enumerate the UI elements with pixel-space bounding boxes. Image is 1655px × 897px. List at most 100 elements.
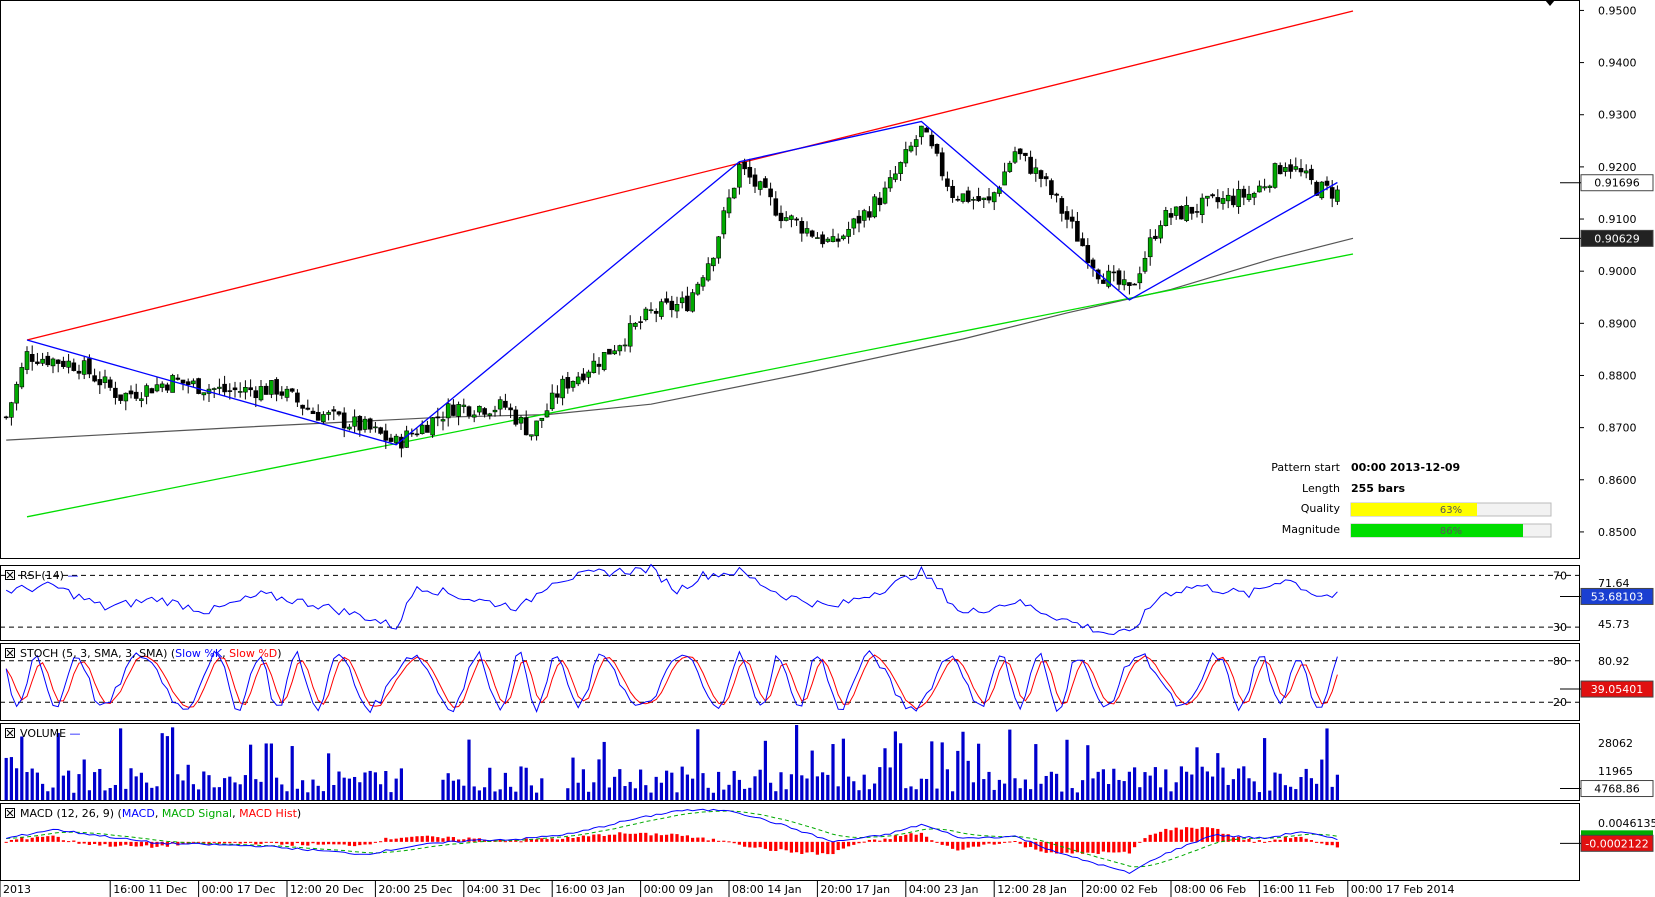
macd-hist-bar	[1003, 841, 1007, 843]
rsi-axis-label: 71.64	[1598, 577, 1630, 590]
volume-bar	[701, 773, 705, 800]
volume-bar	[1231, 779, 1235, 800]
candle-body	[1184, 205, 1189, 221]
volume-bar	[1008, 729, 1012, 800]
macd-hist-bar	[992, 841, 996, 845]
candle-body	[357, 415, 363, 431]
macd-hist-bar	[399, 837, 403, 842]
volume-bar	[316, 785, 320, 800]
candle-body	[243, 386, 248, 393]
macd-hist-bar	[592, 834, 596, 842]
candle-body	[279, 391, 285, 396]
time-label: 20:00 17 Jan	[820, 883, 890, 896]
candle-body	[92, 375, 97, 382]
macd-hist-bar	[67, 841, 71, 843]
candle-body	[893, 173, 898, 180]
rsi-plot-frame	[0, 565, 1580, 641]
volume-bar	[363, 772, 367, 800]
candle-body	[170, 375, 175, 393]
volume-bar	[644, 785, 648, 800]
volume-bar	[519, 766, 523, 800]
macd-hist-bar	[1221, 833, 1225, 842]
volume-bar	[1101, 769, 1105, 800]
macd-hist-bar	[535, 839, 539, 842]
volume-panel: 28062 11965 4768.86 VOLUME —	[0, 723, 1654, 801]
pattern-start-label: Pattern start	[1271, 461, 1340, 474]
candle-body	[295, 392, 300, 403]
macd-hist-bar	[295, 841, 299, 844]
volume-bar	[847, 776, 851, 800]
candle-body	[1210, 194, 1215, 197]
stoch-plot-frame	[0, 643, 1580, 721]
macd-hist-bar	[269, 841, 273, 843]
volume-bar	[20, 736, 24, 800]
candle-body	[1054, 193, 1059, 196]
macd-hist-bar	[425, 835, 429, 842]
volume-bar	[1044, 775, 1048, 800]
candle-body	[1132, 283, 1137, 286]
price-plot-frame	[0, 0, 1580, 559]
candle-body	[461, 404, 467, 407]
candle-body	[456, 404, 461, 417]
candle-body	[924, 127, 929, 133]
macd-hist-bar	[1263, 841, 1267, 843]
macd-hist-bar	[113, 841, 117, 847]
macd-hist-bar	[124, 841, 128, 845]
volume-bar	[618, 769, 622, 800]
candle-body	[934, 144, 940, 154]
candle-body	[1241, 188, 1247, 198]
macd-hist-bar	[774, 841, 778, 851]
candle-body	[3, 416, 9, 419]
macd-hist-bar	[290, 841, 294, 846]
macd-hist-bar	[441, 838, 445, 842]
ma-value-label: 0.90629	[1594, 232, 1640, 245]
candle-body	[24, 351, 30, 370]
volume-bar	[867, 789, 871, 800]
time-label: 16:00 11 Feb	[1262, 883, 1334, 896]
candle-body	[768, 188, 773, 198]
volume-bar	[862, 774, 866, 800]
candle-body	[1012, 151, 1018, 163]
candle-body	[1173, 206, 1179, 216]
candle-body	[991, 192, 997, 203]
macd-hist-bar	[691, 837, 695, 842]
volume-bar	[467, 739, 471, 800]
macd-legend-series: ,	[155, 807, 162, 820]
candle-body	[695, 283, 701, 295]
macd-hist-bar	[405, 837, 409, 842]
volume-bar	[670, 772, 674, 800]
macd-hist-bar	[197, 841, 201, 843]
macd-hist-bar	[176, 841, 180, 846]
candle-body	[846, 228, 851, 237]
volume-bar	[1138, 787, 1142, 800]
volume-bar	[1169, 791, 1173, 800]
volume-bar	[587, 791, 591, 800]
macd-hist-bar	[139, 841, 143, 847]
volume-bar	[134, 776, 138, 800]
macd-hist-bar	[675, 834, 679, 842]
stoch-legend-series: (	[171, 647, 175, 660]
volume-bar	[238, 784, 242, 800]
volume-bar	[654, 776, 658, 800]
volume-bar	[176, 774, 180, 800]
magnitude-bar-fill	[1351, 524, 1523, 537]
macd-hist-bar	[935, 841, 939, 843]
candle-body	[1220, 198, 1226, 204]
macd-hist-bar	[1335, 841, 1339, 848]
quality-value: 63%	[1440, 505, 1462, 516]
candle-body	[1137, 273, 1143, 284]
volume-bar	[1034, 744, 1038, 800]
macd-hist-bar	[181, 841, 185, 845]
macd-hist-bar	[841, 841, 845, 849]
candle-body	[81, 360, 87, 375]
candle-body	[503, 400, 508, 408]
candle-body	[1116, 270, 1122, 285]
macd-hist-bar	[327, 841, 331, 845]
candle-body	[570, 380, 576, 388]
candle-body	[321, 414, 326, 423]
volume-bar	[607, 787, 611, 800]
volume-bar	[1029, 789, 1033, 800]
volume-bar	[1023, 779, 1027, 800]
macd-hist-bar	[9, 839, 13, 842]
macd-hist-bar	[1309, 840, 1313, 842]
